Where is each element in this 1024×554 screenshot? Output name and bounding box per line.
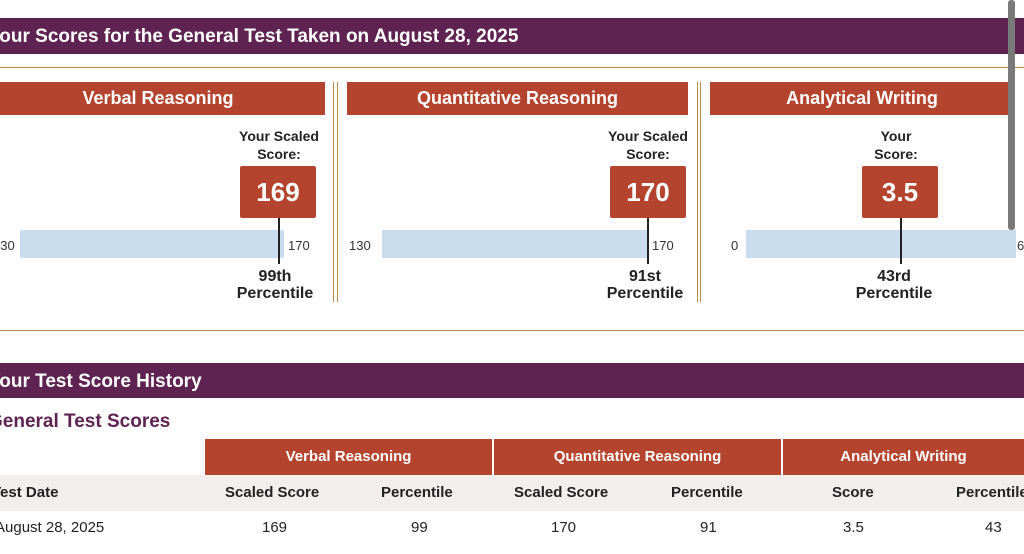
writing-card-title: Analytical Writing — [710, 82, 1014, 115]
quant-min-tick: 130 — [349, 238, 371, 253]
quant-score-marker — [647, 218, 649, 264]
history-title: Your Test Score History — [0, 371, 202, 392]
verbal-max-tick: 170 — [288, 238, 310, 253]
verbal-score-bar — [20, 230, 284, 258]
col-test-date: Test Date — [0, 484, 59, 501]
row-verbal-percentile: 99 — [411, 519, 428, 536]
col-quant-scaled: Scaled Score — [514, 484, 609, 501]
quant-score-bar — [382, 230, 648, 258]
history-header-row — [0, 475, 1024, 511]
verbal-percentile: 99th Percentile — [236, 268, 314, 302]
writing-score-badge: 3.5 — [862, 166, 938, 218]
quant-percentile: 91st Percentile — [606, 268, 684, 302]
quantitative-reasoning-card: Quantitative Reasoning Your Scaled Score… — [337, 82, 698, 302]
verbal-scaled-label: Your Scaled Score: — [239, 128, 319, 162]
writing-score-bar — [746, 230, 1016, 258]
general-test-scores-subtitle: General Test Scores — [0, 411, 171, 432]
col-verbal-percentile: Percentile — [381, 484, 453, 501]
verbal-card-title: Verbal Reasoning — [0, 82, 325, 115]
col-writing-percentile: Percentile — [956, 484, 1024, 501]
history-group-writing: Analytical Writing — [783, 439, 1024, 475]
analytical-writing-card: Analytical Writing Your Score: 3.5 0 6 4… — [700, 82, 1024, 302]
row-quant-percentile: 91 — [700, 519, 717, 536]
divider-top — [0, 67, 1024, 68]
row-writing-score: 3.5 — [843, 519, 864, 536]
history-title-band: Your Test Score History — [0, 363, 1024, 398]
row-test-date: August 28, 2025 — [0, 519, 105, 536]
verbal-score-marker — [278, 218, 280, 264]
verbal-reasoning-card: Verbal Reasoning Your Scaled Score: 169 … — [0, 82, 334, 302]
scores-title-band: Your Scores for the General Test Taken o… — [0, 18, 1024, 54]
writing-max-tick: 6 — [1017, 238, 1024, 253]
quant-score-badge: 170 — [610, 166, 686, 218]
vertical-scrollbar[interactable] — [1008, 0, 1015, 230]
verbal-score-badge: 169 — [240, 166, 316, 218]
row-quant-scaled: 170 — [551, 519, 577, 536]
history-group-verbal: Verbal Reasoning — [205, 439, 492, 475]
quant-scaled-label: Your Scaled Score: — [608, 128, 688, 162]
scores-title: Your Scores for the General Test Taken o… — [0, 26, 519, 47]
verbal-min-tick: 130 — [0, 238, 15, 253]
col-writing-score: Score — [832, 484, 874, 501]
row-writing-percentile: 43 — [985, 519, 1002, 536]
history-group-quant: Quantitative Reasoning — [494, 439, 781, 475]
quant-card-title: Quantitative Reasoning — [347, 82, 688, 115]
quant-max-tick: 170 — [652, 238, 674, 253]
col-verbal-scaled: Scaled Score — [225, 484, 320, 501]
writing-percentile: 43rd Percentile — [855, 268, 933, 302]
writing-score-label: Your Score: — [874, 128, 918, 162]
writing-min-tick: 0 — [731, 238, 739, 253]
writing-score-marker — [900, 218, 902, 264]
col-quant-percentile: Percentile — [671, 484, 743, 501]
row-verbal-scaled: 169 — [262, 519, 288, 536]
divider-bottom — [0, 330, 1024, 331]
